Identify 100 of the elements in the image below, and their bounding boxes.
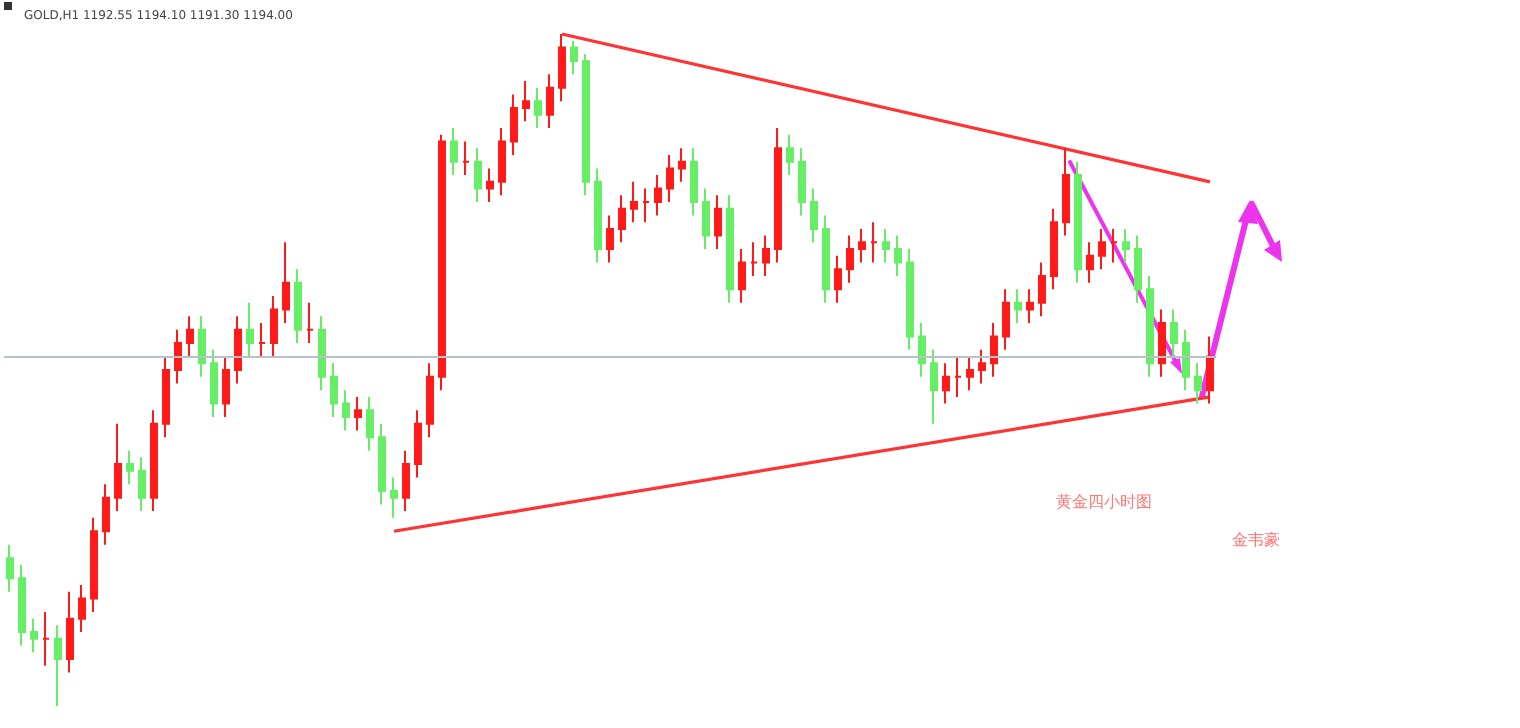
candlestick xyxy=(222,355,230,419)
candlestick xyxy=(330,362,338,419)
candlestick xyxy=(378,422,386,506)
candlestick xyxy=(846,234,854,284)
candlestick xyxy=(1122,227,1130,264)
candlestick xyxy=(1026,288,1034,324)
candlestick xyxy=(1014,288,1022,324)
candlestick xyxy=(582,53,590,197)
candlestick xyxy=(642,187,650,224)
candlestick xyxy=(138,456,146,513)
candlestick xyxy=(1194,362,1202,405)
candlestick xyxy=(558,33,566,103)
candlestick xyxy=(894,234,902,277)
candlestick xyxy=(570,39,578,76)
candlestick xyxy=(102,483,110,546)
candlestick xyxy=(294,268,302,345)
candlestick xyxy=(654,174,662,217)
candlestick xyxy=(210,348,218,419)
candlestick xyxy=(618,194,626,244)
candlestick xyxy=(510,93,518,156)
candlestick xyxy=(474,147,482,203)
candlestick xyxy=(270,295,278,358)
candlestick xyxy=(678,147,686,183)
candlestick xyxy=(738,248,746,304)
candlestick xyxy=(750,241,758,277)
candlestick xyxy=(906,248,914,351)
candlestick xyxy=(18,563,26,647)
candlestick xyxy=(714,194,722,251)
candlestick xyxy=(534,86,542,130)
candlestick xyxy=(930,348,938,425)
candlestick xyxy=(1158,308,1166,378)
candlestick xyxy=(702,187,710,251)
candlestick xyxy=(1182,328,1190,392)
candlestick xyxy=(498,127,506,197)
candlestick xyxy=(1170,308,1178,358)
candlestick xyxy=(1086,241,1094,284)
candlestick xyxy=(594,167,602,264)
candlestick xyxy=(234,315,242,385)
candlestick xyxy=(882,227,890,264)
candlestick xyxy=(438,133,446,392)
candlestick xyxy=(318,315,326,392)
candlestick xyxy=(666,153,674,203)
candlestick xyxy=(354,395,362,432)
candlestick xyxy=(1134,234,1142,304)
candlestick xyxy=(786,133,794,177)
candlestick xyxy=(606,214,614,264)
text: 金韦豪 xyxy=(1232,531,1280,549)
candlestick xyxy=(162,355,170,439)
candlestick xyxy=(726,194,734,304)
candlestick xyxy=(774,127,782,264)
candlestick xyxy=(546,73,554,130)
candlestick xyxy=(630,180,638,224)
candlestick xyxy=(306,301,314,345)
candlestick xyxy=(450,127,458,177)
candlestick xyxy=(834,254,842,304)
candlestick xyxy=(762,234,770,277)
candlestick xyxy=(990,321,998,378)
candlestick xyxy=(246,301,254,358)
candlestick xyxy=(186,315,194,358)
candlestick xyxy=(42,610,50,667)
candlestick xyxy=(1098,227,1106,271)
candlestick xyxy=(1110,227,1118,264)
candlestick xyxy=(150,409,158,513)
candlestick xyxy=(54,624,62,707)
candlestick xyxy=(954,355,962,398)
candlestick xyxy=(90,516,98,613)
candlestick xyxy=(798,147,806,217)
candlestick xyxy=(390,476,398,519)
candlestick xyxy=(6,543,14,593)
candlestick xyxy=(870,221,878,264)
candlestick xyxy=(78,584,86,634)
candlestick xyxy=(1050,207,1058,291)
candlestick xyxy=(198,315,206,378)
candlestick xyxy=(978,348,986,385)
candlestick xyxy=(1206,335,1214,405)
candlestick xyxy=(258,321,266,358)
candlestick xyxy=(918,321,926,378)
candlestick xyxy=(486,167,494,203)
candlestick xyxy=(966,355,974,392)
candlestick xyxy=(810,187,818,244)
candlestick xyxy=(1002,288,1010,351)
candlestick xyxy=(858,227,866,264)
candlestick xyxy=(942,362,950,405)
candlestick xyxy=(462,140,470,177)
candlestick xyxy=(402,449,410,513)
candlestick xyxy=(1062,147,1070,237)
candlestick xyxy=(126,449,134,486)
candlestick xyxy=(822,214,830,304)
candlestick xyxy=(1074,160,1082,284)
annotation: 黄金四小时图 xyxy=(1056,493,1152,511)
candlestick xyxy=(690,147,698,217)
candlestick xyxy=(174,328,182,385)
candlestick xyxy=(282,241,290,324)
candlestick xyxy=(366,395,374,452)
candlestick xyxy=(1038,261,1046,318)
candlestick xyxy=(522,80,530,123)
candlestick xyxy=(66,590,74,674)
candlestick xyxy=(1146,274,1154,378)
candlestick xyxy=(414,409,422,479)
candlestick xyxy=(30,617,38,654)
